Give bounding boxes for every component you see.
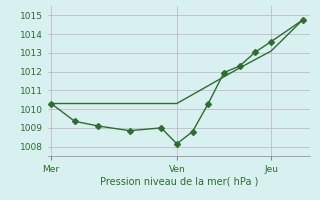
- X-axis label: Pression niveau de la mer( hPa ): Pression niveau de la mer( hPa ): [100, 177, 258, 187]
